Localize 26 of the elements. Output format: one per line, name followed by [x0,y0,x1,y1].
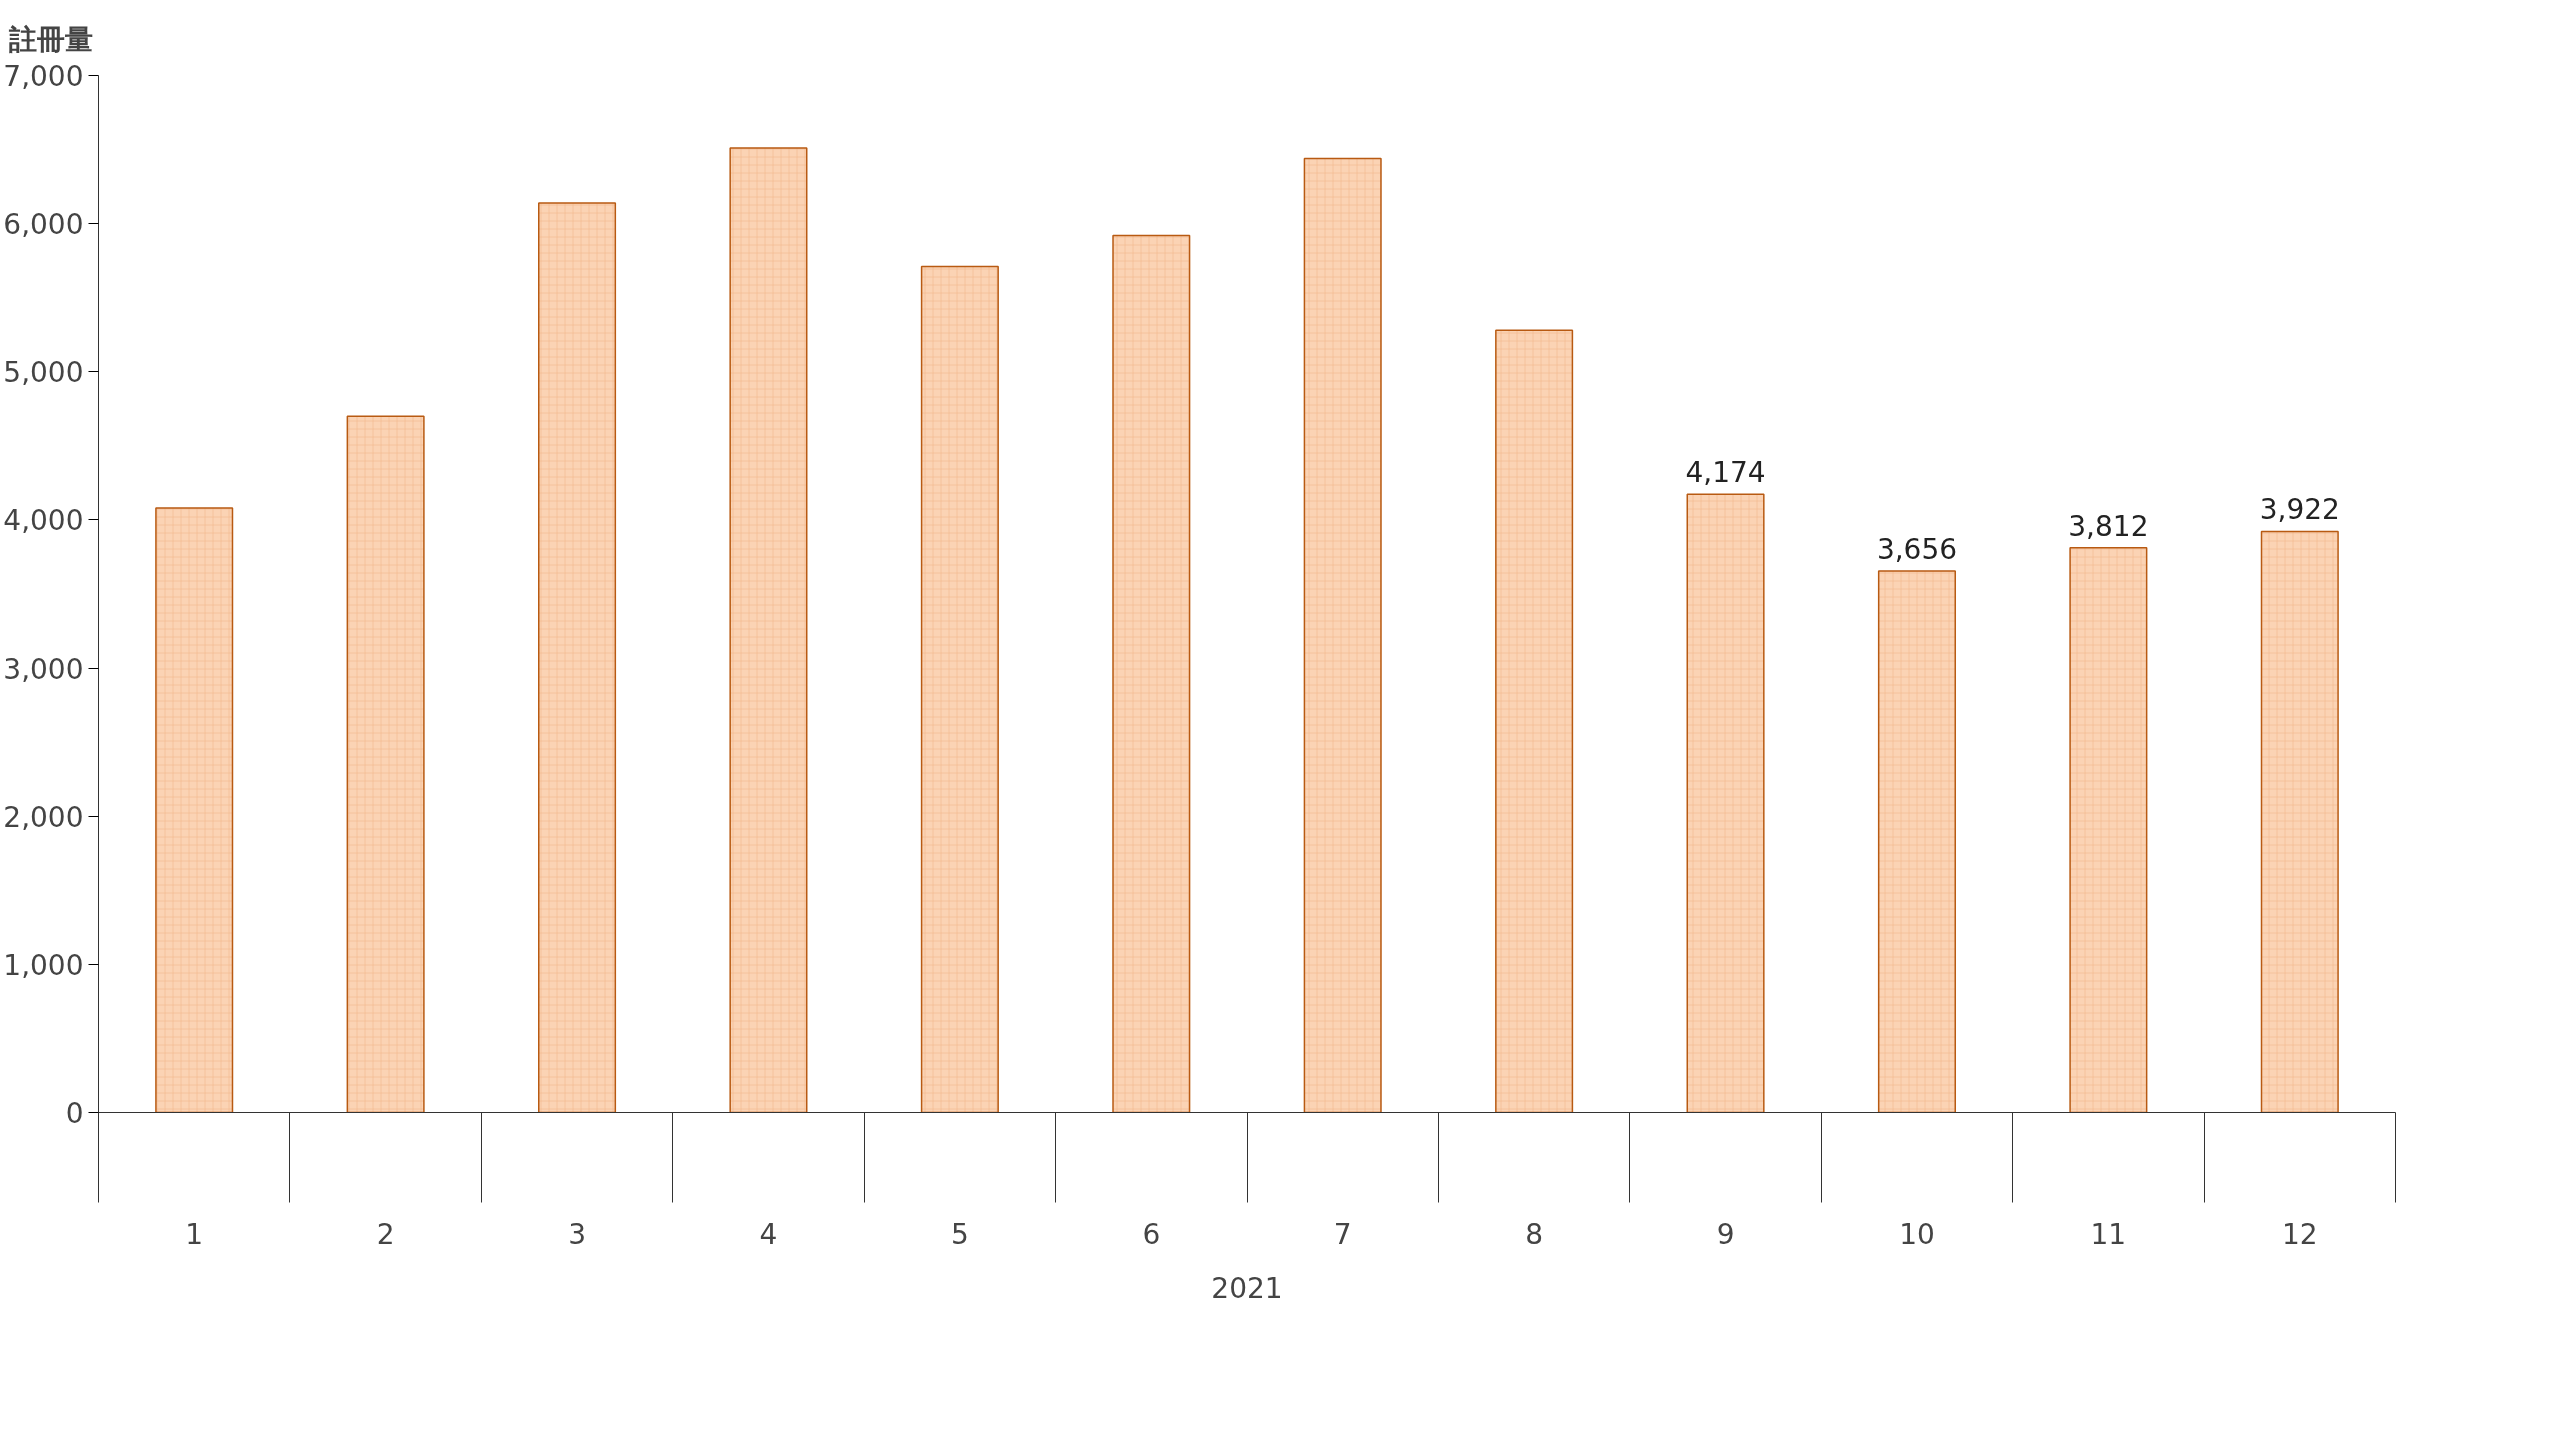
data-label: 4,174 [1685,456,1766,490]
x-axis-title: 2021 [1211,1271,1283,1305]
y-tick-label: 1,000 [3,948,84,982]
x-tick-label: 5 [950,1217,969,1251]
y-tick-label: 6,000 [3,208,84,242]
data-label: 3,656 [1876,532,1958,566]
x-tick-label: 9 [1716,1217,1735,1251]
y-tick-label: 5,000 [3,356,84,390]
y-tick-label: 0 [65,1097,84,1130]
x-tick-label: 10 [1899,1217,1935,1251]
x-tick-label: 8 [1525,1217,1544,1251]
x-tick-label: 3 [568,1217,586,1251]
x-tick-label: 4 [759,1217,778,1251]
x-tick-label: 12 [2281,1217,2318,1251]
y-tick-label: 7,000 [3,60,84,93]
x-tick-label: 2 [376,1217,395,1251]
y-axis-title: 註冊量 [7,22,93,56]
data-label: 3,812 [2068,509,2149,543]
x-tick-label: 6 [1142,1217,1161,1251]
x-tick-label: 1 [185,1217,204,1251]
x-tick-label: 7 [1333,1217,1352,1251]
y-tick-label: 4,000 [3,504,84,538]
y-tick-label: 2,000 [3,800,84,834]
x-tick-label: 11 [2090,1217,2127,1251]
y-tick-label: 3,000 [3,652,84,686]
data-label: 3,922 [2259,493,2340,527]
